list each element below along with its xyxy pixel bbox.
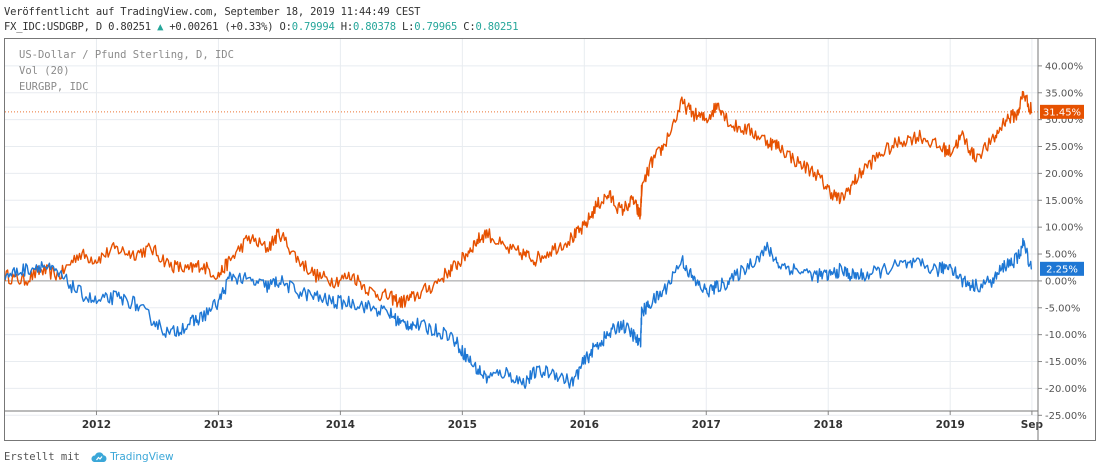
eurgbp-series-line [5,90,1033,309]
y-tick-label: 0.00% [1045,276,1077,287]
usdgbp-series-line [5,237,1032,389]
open-value: 0.79994 [291,21,335,33]
eurgbp-last-value-label: 31.45% [1043,107,1081,118]
high-label: H: [340,21,353,33]
y-tick-label: 35.00% [1045,88,1083,99]
chart-frame[interactable]: 40.00% 35.00% 30.00% 25.00% 20.00% 15.00% 10.0… [4,38,1096,441]
x-tick-label: Sep [1021,419,1044,431]
tradingview-brand[interactable]: TradingView [110,451,174,463]
x-tick-label: 2013 [204,419,233,431]
x-tick-label: 2017 [692,419,721,431]
y-tick-label: -5.00% [1045,303,1080,314]
created-with-label: Erstellt mit [4,451,80,463]
y-tick-label: 10.00% [1045,223,1083,234]
usdgbp-last-value-label: 2.25% [1046,264,1078,275]
close-label: C: [463,21,476,33]
high-value: 0.80378 [353,21,396,33]
footer: Erstellt mit TradingView [4,451,174,466]
x-tick-label: 2019 [936,419,965,431]
x-tick-label: 2016 [570,419,599,431]
last-value: 0.80251 [108,21,151,33]
up-triangle-icon: ▲ [157,21,164,33]
x-tick-label: 2018 [814,419,843,431]
y-tick-label: 30.00% [1045,115,1083,126]
y-tick-label: -15.00% [1045,357,1087,368]
ohlc-line: FX_IDC:USDGBP, D 0.80251 ▲ +0.00261 (+0.… [4,21,519,33]
x-tick-label: 2015 [448,419,477,431]
chart-svg[interactable]: 40.00% 35.00% 30.00% 25.00% 20.00% 15.00% 10.0… [5,39,1095,440]
close-value: 0.80251 [475,21,519,33]
published-line: Veröffentlicht auf TradingView.com, Sept… [4,6,421,18]
x-tick-label: 2014 [326,419,355,431]
y-tick-label: 5.00% [1045,250,1077,261]
y-tick-label: -20.00% [1045,384,1087,395]
legend-main-series[interactable]: US-Dollar / Pfund Sterling, D, IDC [19,49,234,61]
change-value: +0.00261 (+0.33%) [169,21,274,33]
y-tick-label: -10.00% [1045,330,1087,341]
legend-compare-series[interactable]: EURGBP, IDC [19,81,89,93]
usdgbp-last-value-badge [1040,261,1084,276]
y-tick-label: 25.00% [1045,142,1083,153]
legend-volume[interactable]: Vol (20) [19,65,70,77]
x-tick-label: 2012 [82,419,111,431]
y-tick-label: -25.00% [1045,411,1087,422]
low-value: 0.79965 [414,21,458,33]
eurgbp-last-value-badge [1040,104,1084,119]
symbol-label: FX_IDC:USDGBP, D [4,21,102,33]
y-tick-label: 15.00% [1045,196,1083,207]
y-tick-label: 20.00% [1045,169,1083,180]
open-label: O: [279,21,292,33]
low-label: L: [401,21,415,33]
y-tick-label: 40.00% [1045,61,1083,72]
tradingview-cloud-icon [90,452,108,466]
